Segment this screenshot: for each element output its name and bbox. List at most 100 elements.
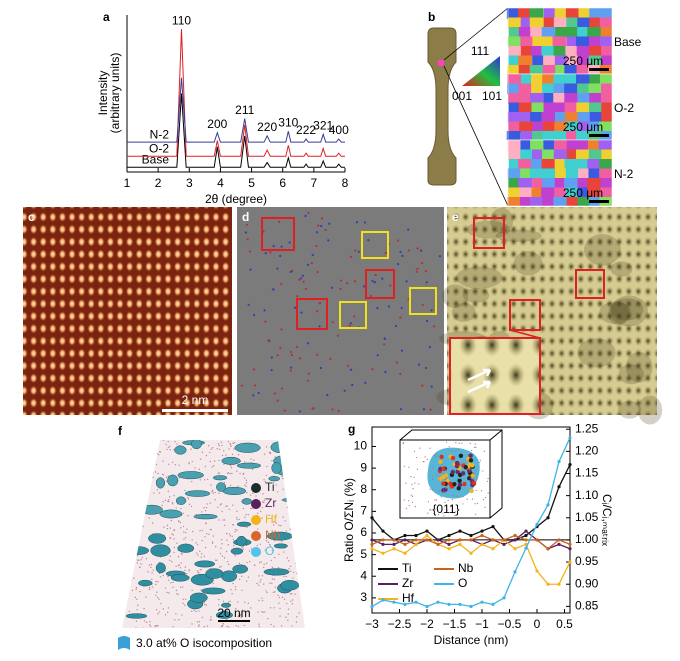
defect-dot [316, 353, 319, 356]
atom [445, 478, 447, 481]
ion [208, 533, 210, 535]
grain [531, 83, 546, 95]
ion [211, 541, 214, 543]
ion [278, 524, 280, 527]
ion [229, 535, 232, 537]
ion [190, 505, 193, 508]
ion [169, 536, 171, 539]
ion [185, 531, 187, 534]
ion [210, 616, 212, 618]
grain [601, 46, 612, 57]
series-line [127, 29, 345, 157]
data-point [392, 538, 396, 542]
data-point [546, 516, 550, 520]
ion [190, 448, 192, 450]
grain [508, 159, 523, 170]
ion [291, 515, 293, 518]
ion [119, 549, 120, 550]
grain [565, 8, 580, 19]
ion [178, 564, 180, 567]
atom [466, 498, 468, 500]
ion [303, 457, 305, 459]
atom [424, 456, 426, 458]
legend-label: Hf [402, 591, 415, 605]
ion [218, 492, 220, 495]
o-cluster [212, 475, 228, 481]
ion [204, 536, 206, 538]
ion [266, 591, 268, 594]
ion [233, 629, 234, 630]
data-point [370, 516, 374, 520]
grain [507, 36, 522, 48]
ion [162, 474, 165, 476]
grain [507, 65, 522, 74]
ion [273, 607, 275, 609]
data-point [502, 542, 506, 546]
ion [211, 542, 214, 544]
ion [278, 602, 280, 604]
grain [587, 140, 602, 151]
ion [263, 566, 265, 569]
data-point [436, 542, 440, 546]
ion [221, 510, 223, 513]
ion [296, 616, 298, 618]
defect-dot [257, 391, 260, 395]
defect-dot [363, 221, 367, 224]
ion [158, 492, 161, 494]
defect-dot [371, 279, 374, 283]
ion [168, 496, 171, 498]
ion [287, 496, 289, 499]
grain [565, 112, 580, 123]
grain [529, 197, 544, 206]
defect-dot [280, 328, 283, 331]
atom [487, 477, 489, 480]
grain [599, 36, 612, 48]
ion [232, 538, 235, 541]
ion [155, 608, 158, 611]
ion [295, 562, 297, 565]
defect-dot [329, 357, 332, 360]
ion [161, 627, 163, 628]
ion [122, 611, 124, 614]
grain [553, 93, 568, 104]
defect-dot [290, 366, 293, 369]
ion [136, 559, 139, 561]
ion [272, 591, 275, 594]
ion [122, 505, 124, 507]
ion [203, 602, 205, 604]
grain [566, 121, 581, 133]
ion [280, 625, 283, 627]
atom [450, 505, 452, 508]
ion [214, 559, 217, 561]
data-point [447, 538, 451, 542]
ion [156, 624, 158, 627]
ion [129, 483, 132, 486]
ion [304, 463, 305, 466]
ion [117, 483, 118, 484]
ion [151, 441, 153, 443]
grain [529, 17, 544, 29]
ion [286, 480, 288, 482]
data-point [568, 542, 572, 546]
ion [203, 555, 206, 558]
map-label: O-2 [614, 101, 634, 115]
atom [454, 511, 457, 513]
ion [152, 455, 154, 457]
defect-dot [267, 339, 270, 342]
ion [131, 526, 134, 528]
ion [187, 627, 190, 628]
y2-tick-label: 1.15 [575, 466, 599, 480]
ion [164, 614, 167, 616]
plot-frame [371, 426, 571, 614]
ion [307, 618, 308, 619]
ion [263, 563, 265, 566]
ion [179, 586, 182, 588]
ion [271, 549, 274, 552]
ion [273, 521, 275, 523]
ion [294, 465, 296, 467]
ion [274, 456, 276, 458]
defect-dot [253, 314, 256, 317]
o-cluster [221, 602, 232, 608]
defect-dot [326, 393, 329, 397]
ion [136, 609, 138, 611]
